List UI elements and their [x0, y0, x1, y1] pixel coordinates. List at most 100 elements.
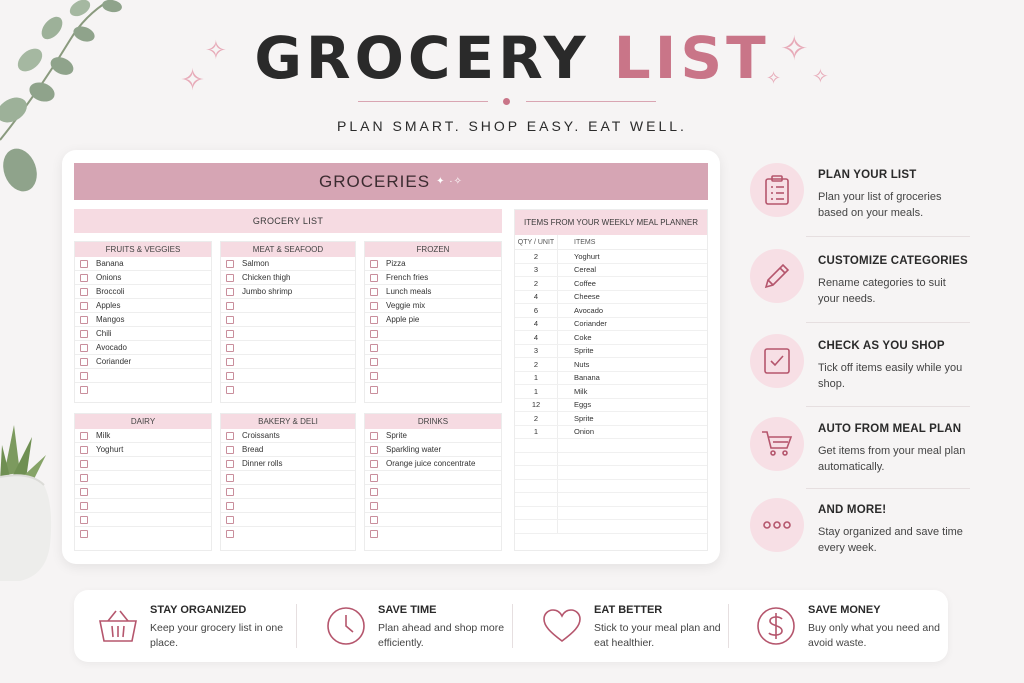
checkbox[interactable] [370, 259, 378, 268]
list-item[interactable]: Apples [75, 299, 211, 313]
list-item[interactable]: Broccoli [75, 285, 211, 299]
checkbox[interactable] [80, 431, 88, 440]
checkbox[interactable] [370, 386, 378, 394]
checkbox[interactable] [80, 273, 88, 282]
list-item[interactable] [75, 457, 211, 471]
checkbox[interactable] [80, 487, 88, 496]
list-item[interactable] [365, 327, 501, 341]
list-item[interactable]: Sparkling water [365, 443, 501, 457]
list-item[interactable] [221, 355, 355, 369]
list-item[interactable]: Pizza [365, 257, 501, 271]
list-item[interactable]: Avocado [75, 341, 211, 355]
checkbox[interactable] [80, 530, 88, 538]
checkbox[interactable] [226, 530, 234, 538]
list-item[interactable] [75, 369, 211, 383]
list-item[interactable] [221, 299, 355, 313]
checkbox[interactable] [80, 357, 88, 366]
list-item[interactable] [221, 327, 355, 341]
checkbox[interactable] [370, 501, 378, 510]
checkbox[interactable] [80, 371, 88, 380]
list-item[interactable]: Yoghurt [75, 443, 211, 457]
list-item[interactable]: Chicken thigh [221, 271, 355, 285]
list-item[interactable] [221, 513, 355, 527]
list-item[interactable] [221, 341, 355, 355]
list-item[interactable] [365, 485, 501, 499]
checkbox[interactable] [370, 515, 378, 524]
checkbox[interactable] [370, 473, 378, 482]
checkbox[interactable] [370, 357, 378, 366]
checkbox[interactable] [370, 530, 378, 538]
checkbox[interactable] [80, 515, 88, 524]
list-item[interactable] [365, 499, 501, 513]
list-item[interactable] [221, 471, 355, 485]
list-item[interactable] [365, 471, 501, 485]
checkbox[interactable] [370, 371, 378, 380]
checkbox[interactable] [226, 386, 234, 394]
list-item[interactable]: Mangos [75, 313, 211, 327]
checkbox[interactable] [80, 329, 88, 338]
checkbox[interactable] [80, 315, 88, 324]
list-item[interactable]: Lunch meals [365, 285, 501, 299]
checkbox[interactable] [226, 445, 234, 454]
checkbox[interactable] [226, 459, 234, 468]
list-item[interactable]: Coriander [75, 355, 211, 369]
list-item[interactable]: French fries [365, 271, 501, 285]
list-item[interactable] [365, 369, 501, 383]
checkbox[interactable] [370, 343, 378, 352]
list-item[interactable] [221, 369, 355, 383]
checkbox[interactable] [80, 287, 88, 296]
checkbox[interactable] [226, 515, 234, 524]
list-item[interactable]: Milk [75, 429, 211, 443]
checkbox[interactable] [226, 501, 234, 510]
list-item[interactable]: Onions [75, 271, 211, 285]
list-item[interactable] [221, 485, 355, 499]
list-item[interactable] [221, 527, 355, 541]
list-item[interactable]: Apple pie [365, 313, 501, 327]
list-item[interactable] [365, 341, 501, 355]
list-item[interactable] [221, 499, 355, 513]
list-item[interactable] [365, 527, 501, 541]
checkbox[interactable] [80, 501, 88, 510]
checkbox[interactable] [370, 459, 378, 468]
list-item[interactable] [75, 471, 211, 485]
list-item[interactable]: Bread [221, 443, 355, 457]
checkbox[interactable] [226, 301, 234, 310]
checkbox[interactable] [370, 431, 378, 440]
checkbox[interactable] [226, 315, 234, 324]
checkbox[interactable] [226, 431, 234, 440]
list-item[interactable]: Jumbo shrimp [221, 285, 355, 299]
checkbox[interactable] [80, 445, 88, 454]
checkbox[interactable] [226, 371, 234, 380]
checkbox[interactable] [226, 259, 234, 268]
checkbox[interactable] [370, 445, 378, 454]
checkbox[interactable] [80, 259, 88, 268]
checkbox[interactable] [80, 459, 88, 468]
list-item[interactable] [75, 513, 211, 527]
checkbox[interactable] [370, 287, 378, 296]
checkbox[interactable] [370, 301, 378, 310]
checkbox[interactable] [226, 273, 234, 282]
list-item[interactable] [365, 355, 501, 369]
checkbox[interactable] [226, 287, 234, 296]
checkbox[interactable] [80, 386, 88, 394]
list-item[interactable]: Croissants [221, 429, 355, 443]
list-item[interactable] [365, 383, 501, 397]
checkbox[interactable] [370, 329, 378, 338]
list-item[interactable] [75, 383, 211, 397]
list-item[interactable]: Sprite [365, 429, 501, 443]
checkbox[interactable] [226, 329, 234, 338]
checkbox[interactable] [226, 473, 234, 482]
list-item[interactable] [365, 513, 501, 527]
list-item[interactable]: Orange juice concentrate [365, 457, 501, 471]
list-item[interactable] [75, 499, 211, 513]
checkbox[interactable] [80, 343, 88, 352]
checkbox[interactable] [226, 357, 234, 366]
list-item[interactable] [221, 313, 355, 327]
list-item[interactable] [221, 383, 355, 397]
checkbox[interactable] [80, 473, 88, 482]
list-item[interactable] [75, 527, 211, 541]
list-item[interactable]: Veggie mix [365, 299, 501, 313]
list-item[interactable]: Chili [75, 327, 211, 341]
checkbox[interactable] [370, 315, 378, 324]
checkbox[interactable] [370, 487, 378, 496]
